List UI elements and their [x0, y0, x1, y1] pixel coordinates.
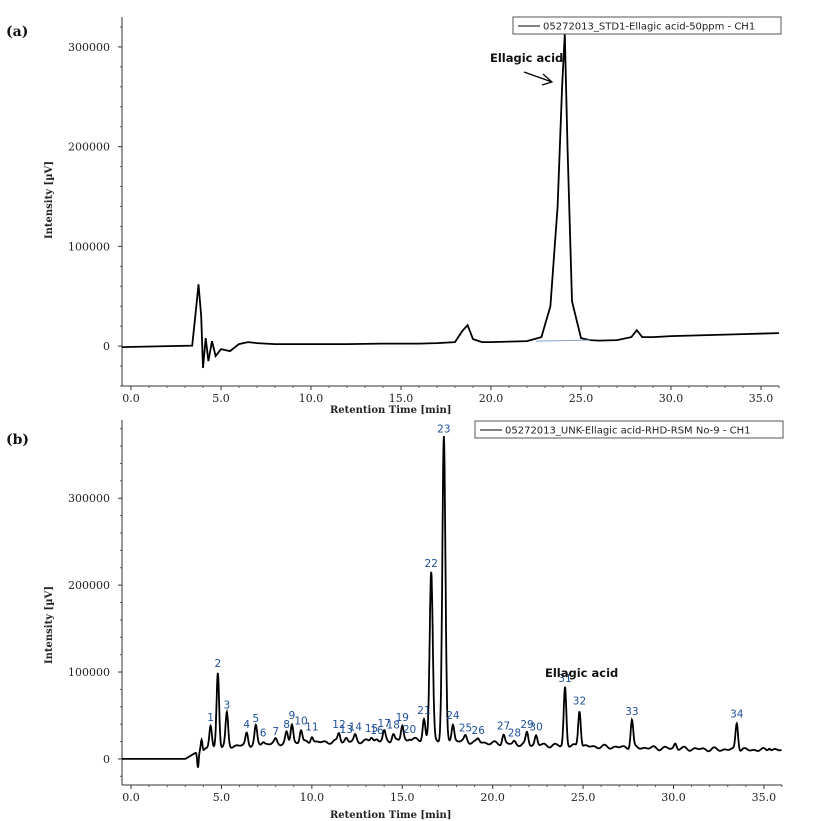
y-tick-label: 300000: [68, 41, 110, 54]
peak-label: 9: [289, 710, 296, 722]
peak-label: 28: [508, 728, 521, 740]
x-tick-label: 0.0: [122, 392, 140, 405]
y-tick-label: 100000: [68, 240, 110, 253]
peak-label: 25: [459, 722, 472, 734]
x-tick-label: 10.0: [299, 392, 324, 405]
x-tick-label: 15.0: [390, 791, 415, 804]
peak-label: 5: [252, 713, 259, 725]
axes-a: 0.0 5.0 10.0 15.0 20.0 25.0 30.0 35.0 0 100000 200…: [68, 17, 780, 405]
peak-label: 22: [425, 558, 438, 570]
x-tick-label: 5.0: [212, 392, 230, 405]
x-tick-label: 10.0: [300, 791, 325, 804]
peak-label: 12: [332, 719, 345, 731]
y-tick-label: 200000: [68, 579, 110, 592]
peak-label: 18: [387, 720, 400, 732]
annotation-ellagic-acid-a: Ellagic acid: [490, 51, 563, 65]
legend-text-a: 05272013_STD1-Ellagic acid-50ppm - CH1: [543, 22, 755, 33]
x-tick-label: 35.0: [749, 392, 774, 405]
peak-label: 17: [378, 718, 391, 730]
annotation-arrow-a: [523, 71, 554, 86]
chromatogram-trace-a: [121, 33, 780, 369]
x-tick-label: 30.0: [659, 392, 684, 405]
peak-label: 3: [224, 700, 231, 712]
x-axis-label-b: Retention Time [min]: [330, 810, 452, 821]
annotation-a: Ellagic acid: [490, 51, 563, 86]
peak-label: 11: [305, 721, 318, 733]
peak-label: 31: [558, 673, 571, 685]
peak-label: 20: [403, 724, 416, 736]
peak-label: 23: [437, 423, 450, 435]
peak-label: 13: [340, 724, 353, 736]
x-tick-label: 15.0: [389, 392, 414, 405]
x-tick-label: 30.0: [661, 791, 686, 804]
x-tick-label: 20.0: [479, 392, 504, 405]
x-tick-label: 35.0: [752, 791, 777, 804]
peak-label: 26: [472, 725, 486, 737]
peak-label: 19: [396, 712, 409, 724]
axes-b: 0.0 5.0 10.0 15.0 20.0 25.0 30.0 35.00100000200…: [68, 420, 783, 804]
peak-label: 32: [573, 695, 586, 707]
legend-text-b: 05272013_UNK-Ellagic acid-RHD-RSM No-9 -…: [505, 426, 750, 437]
y-tick-label: 200000: [68, 141, 110, 154]
peak-label: 21: [417, 705, 430, 717]
y-tick-label: 300000: [68, 492, 110, 505]
peak-label: 27: [497, 721, 510, 733]
chart-panel-a: (a) 0.0 5.0 10.0 15.0 20.0 25.0 30.0 35.0 0 10000…: [6, 16, 782, 416]
peak-label: 29: [520, 719, 533, 731]
panel-label-b: (b): [6, 432, 29, 448]
peak-label: 30: [529, 721, 542, 733]
y-axis-label-b: Intensity [µV]: [44, 586, 55, 664]
peak-label: 24: [446, 710, 460, 722]
y-tick-label: 0: [103, 340, 110, 353]
peak-label: 34: [730, 708, 744, 720]
peak-label: 14: [349, 721, 363, 733]
integration-baseline: [535, 339, 591, 342]
peak-label: 16: [370, 725, 384, 737]
x-tick-label: 25.0: [571, 791, 596, 804]
peak-label: 15: [365, 723, 378, 735]
y-axis-label-a: Intensity [µV]: [44, 161, 55, 239]
y-tick-label: 0: [103, 753, 110, 766]
chart-panel-b: (b) 0.0 5.0 10.0 15.0 20.0 25.0 30.0 35.0 0 10000…: [6, 420, 784, 821]
peak-label: 6: [260, 728, 267, 740]
chromatogram-trace-b: [122, 436, 782, 768]
peak-label: 4: [243, 719, 250, 731]
peak-label: 2: [214, 658, 221, 670]
x-tick-label: 5.0: [213, 791, 231, 804]
legend-a: 05272013_STD1-Ellagic acid-50ppm - CH1: [512, 16, 782, 35]
peak-label: 8: [283, 719, 290, 731]
peak-label: 7: [272, 726, 279, 738]
legend-box-b: [474, 420, 784, 439]
x-tick-label: 25.0: [569, 392, 594, 405]
x-tick-label: 0.0: [122, 791, 140, 804]
annotation-ellagic-acid-b: Ellagic acid: [545, 666, 618, 680]
peak-label: 1: [207, 712, 214, 724]
panel-label-a: (a): [6, 24, 28, 40]
legend-box-a: [512, 16, 782, 35]
x-tick-label: 20.0: [480, 791, 505, 804]
x-axis-label-a: Retention Time [min]: [330, 405, 452, 416]
y-tick-label: 100000: [68, 666, 110, 679]
legend-b: 05272013_UNK-Ellagic acid-RHD-RSM No-9 -…: [474, 420, 784, 439]
peak-label: 10: [294, 715, 307, 727]
peak-label: 33: [625, 706, 638, 718]
